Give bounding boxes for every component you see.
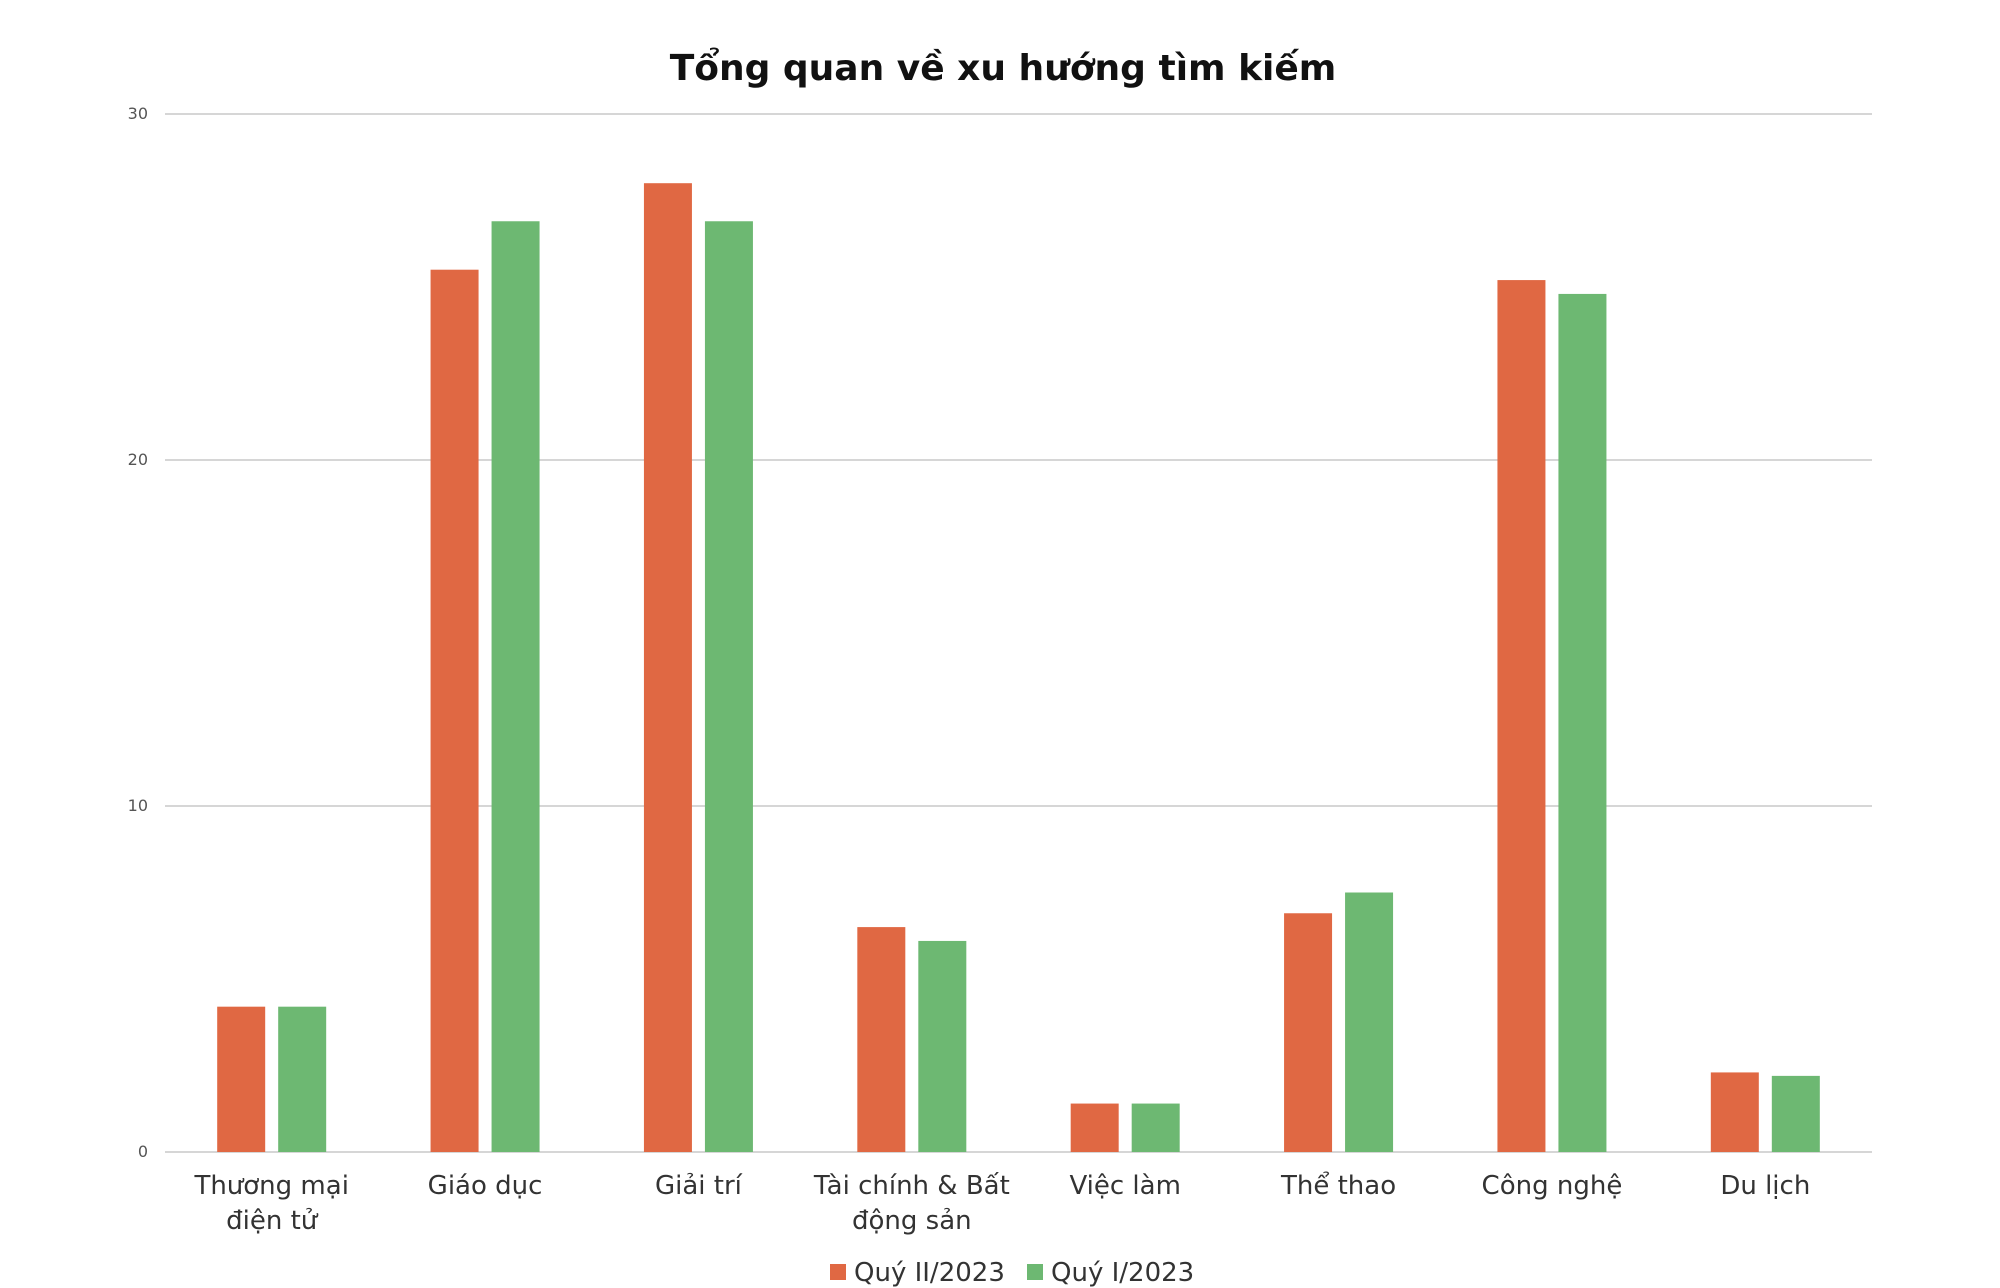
bar-series1-8 bbox=[1710, 1072, 1759, 1152]
x-axis-labels: Thương mại điện tử Giáo dục Giải trí Tài chí… bbox=[193, 1170, 1810, 1236]
x-category-label: Tài chính & Bất động sản bbox=[813, 1171, 1010, 1236]
bar-series1-2 bbox=[430, 269, 479, 1152]
x-category-label-line: Việc làm bbox=[1069, 1171, 1180, 1201]
x-category-label-line: Giáo dục bbox=[428, 1171, 543, 1201]
bar-series2-4 bbox=[918, 940, 967, 1152]
x-category-label-line: điện tử bbox=[226, 1206, 319, 1236]
bar-series1-4 bbox=[857, 927, 906, 1152]
gridlines bbox=[165, 113, 1872, 1153]
bar-series2-6 bbox=[1345, 892, 1394, 1152]
legend-swatch bbox=[830, 1264, 846, 1280]
bar-series1-3 bbox=[643, 183, 692, 1152]
bar-series2-1 bbox=[278, 1006, 327, 1152]
legend: Quý II/2023 Quý I/2023 bbox=[830, 1258, 1194, 1288]
y-tick-label: 30 bbox=[128, 104, 148, 123]
bar-series2-8 bbox=[1771, 1075, 1820, 1152]
x-category-label-line: Du lịch bbox=[1720, 1171, 1810, 1201]
bar-series1-5 bbox=[1070, 1103, 1119, 1152]
chart-title: Tổng quan về xu hướng tìm kiếm bbox=[670, 47, 1337, 89]
bar-series1-1 bbox=[217, 1006, 266, 1152]
legend-label: Quý II/2023 bbox=[854, 1258, 1005, 1288]
x-category-label-line: động sản bbox=[852, 1206, 972, 1236]
x-category-label: Giải trí bbox=[655, 1171, 743, 1201]
y-tick-label: 10 bbox=[128, 796, 148, 815]
bar-series2-2 bbox=[491, 221, 540, 1152]
x-category-label: Việc làm bbox=[1069, 1171, 1180, 1201]
x-category-label: Thương mại điện tử bbox=[193, 1171, 348, 1236]
legend-swatch bbox=[1027, 1264, 1043, 1280]
x-category-label: Du lịch bbox=[1720, 1171, 1810, 1201]
bar-series1-6 bbox=[1284, 913, 1333, 1152]
y-axis-ticks: 0 10 20 30 bbox=[128, 104, 148, 1161]
x-category-label-line: Công nghệ bbox=[1482, 1171, 1623, 1201]
x-category-label-line: Tài chính & Bất bbox=[813, 1171, 1010, 1201]
bars bbox=[217, 183, 1820, 1153]
x-category-label: Công nghệ bbox=[1482, 1171, 1623, 1201]
bar-series1-7 bbox=[1497, 280, 1546, 1153]
bar-series2-5 bbox=[1131, 1103, 1180, 1152]
x-category-label-line: Thể thao bbox=[1280, 1170, 1396, 1201]
legend-label: Quý I/2023 bbox=[1051, 1258, 1194, 1288]
y-tick-label: 0 bbox=[138, 1142, 148, 1161]
x-category-label-line: Thương mại bbox=[193, 1171, 348, 1201]
bar-series2-7 bbox=[1558, 293, 1607, 1152]
bar-series2-3 bbox=[704, 221, 753, 1152]
y-tick-label: 20 bbox=[128, 450, 148, 469]
x-category-label: Thể thao bbox=[1280, 1170, 1396, 1201]
x-category-label: Giáo dục bbox=[428, 1171, 543, 1201]
x-category-label-line: Giải trí bbox=[655, 1171, 743, 1201]
